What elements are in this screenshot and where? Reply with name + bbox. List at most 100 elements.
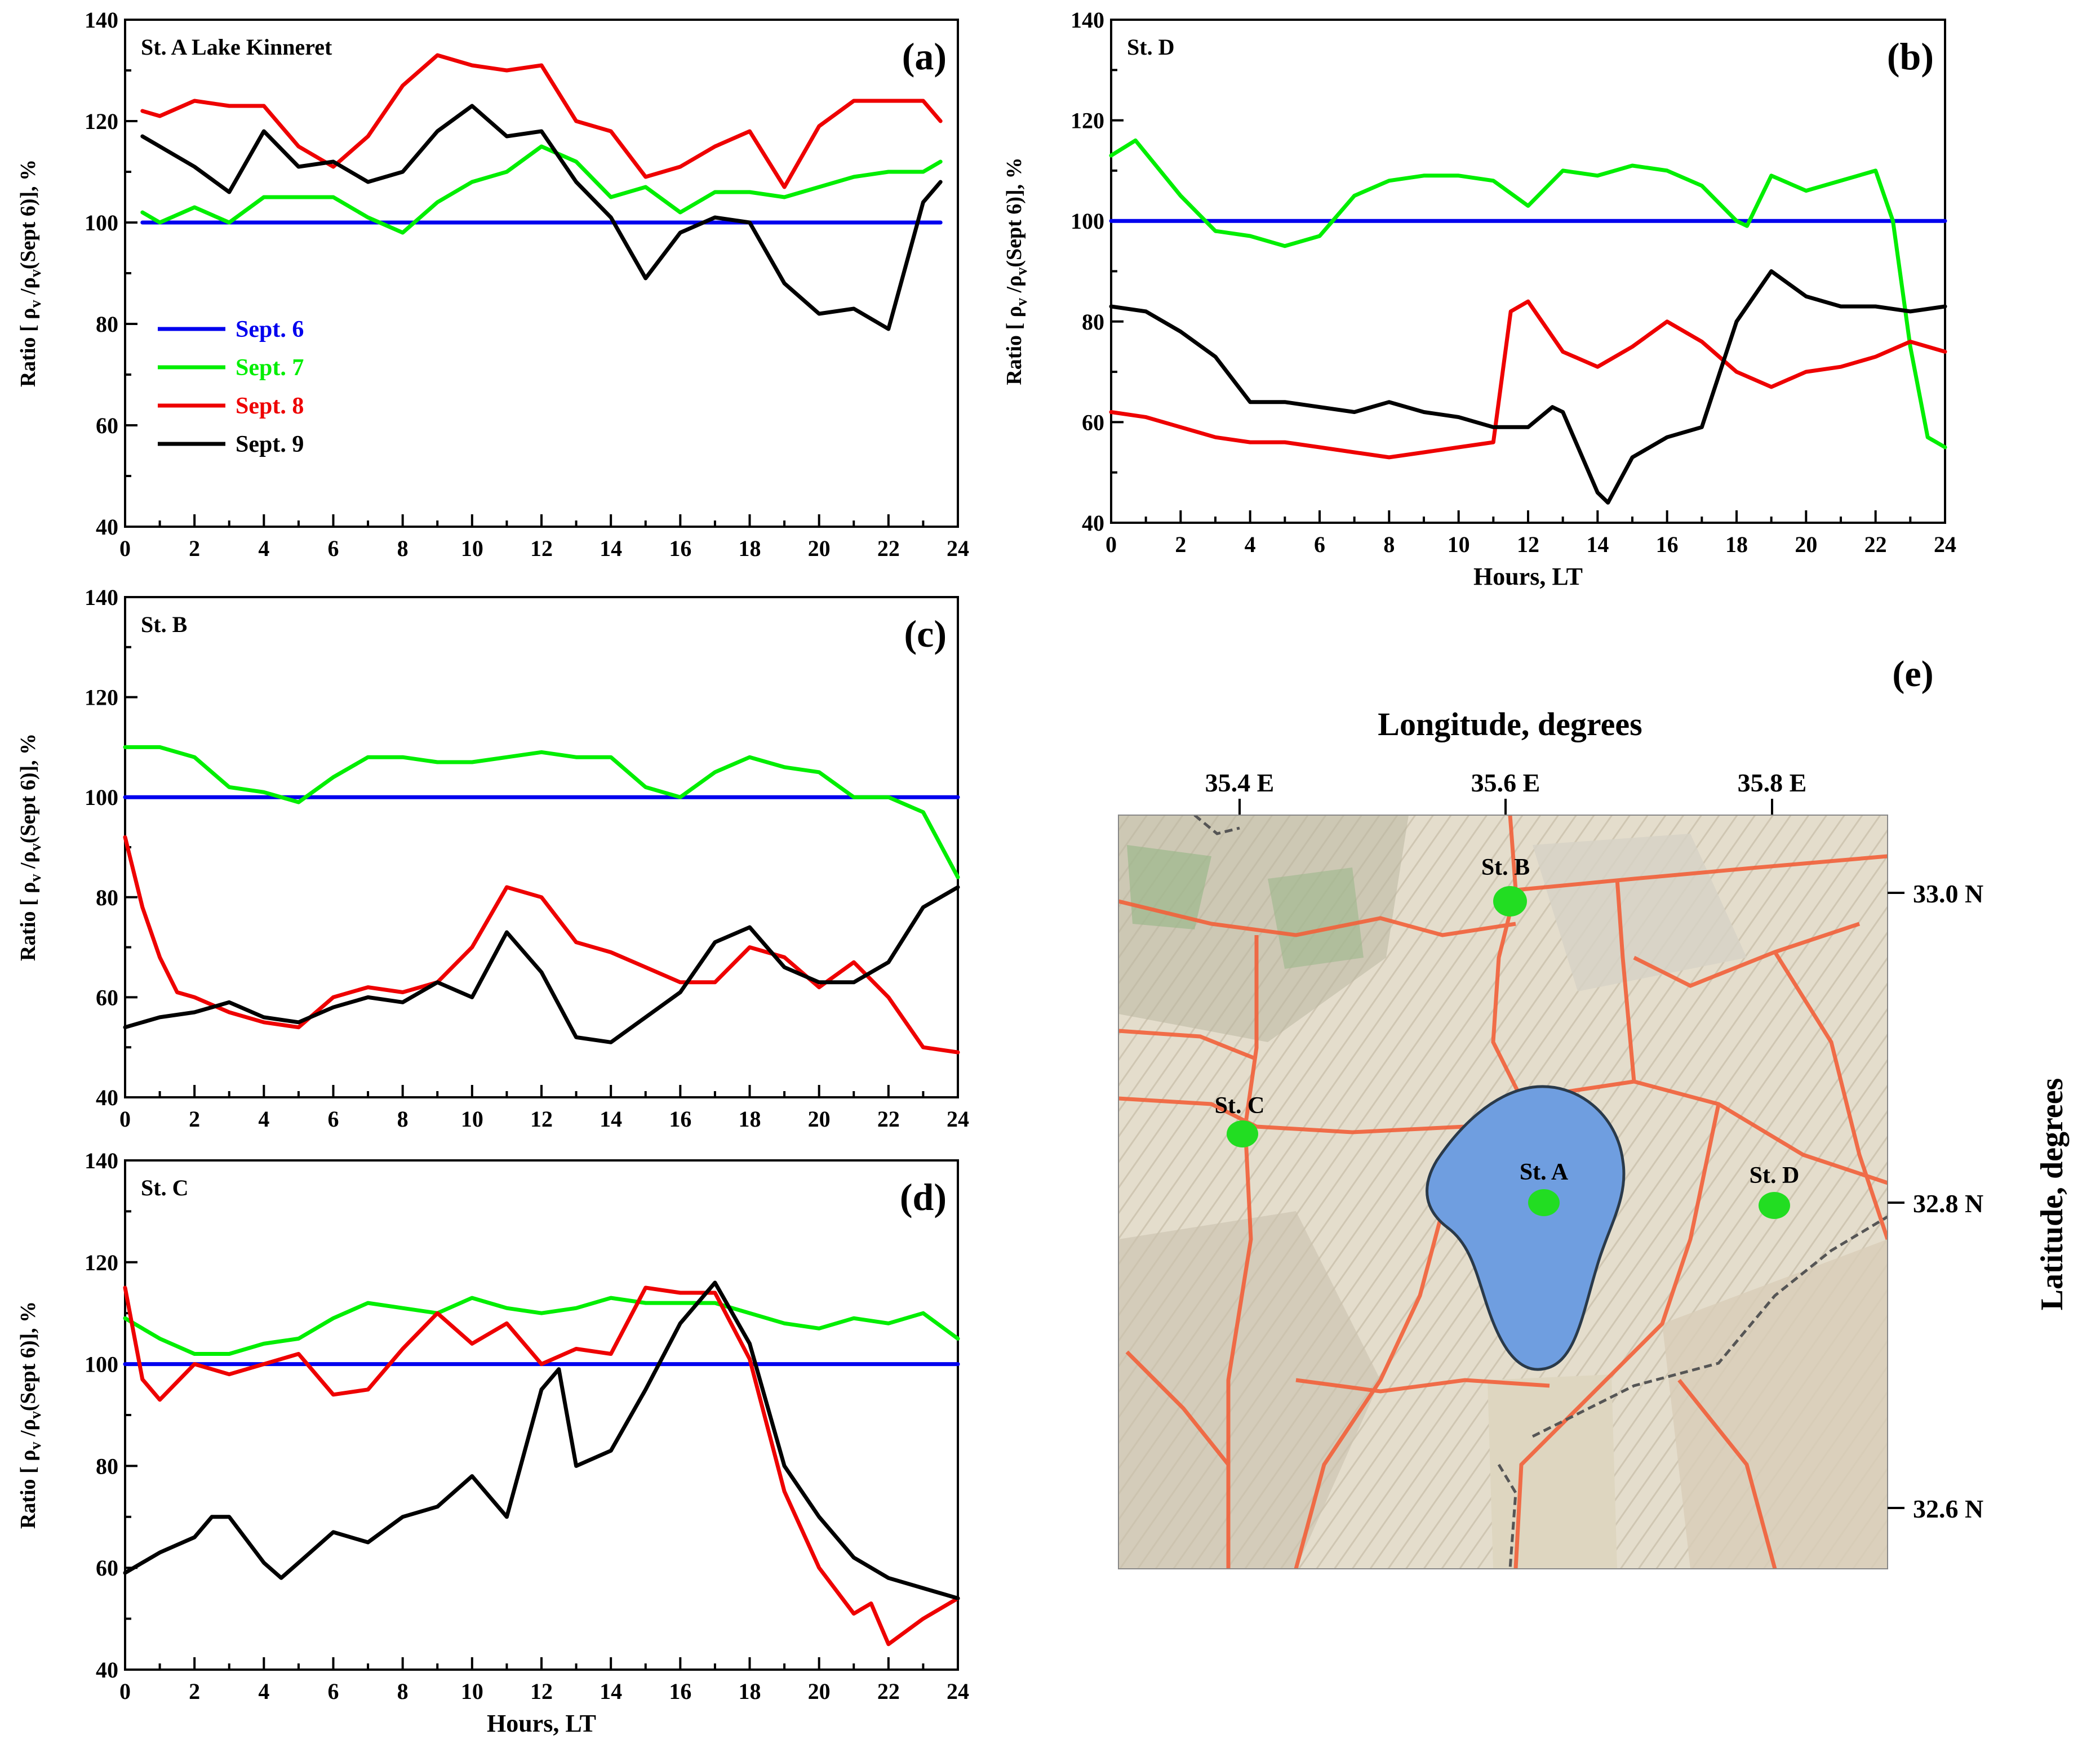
plot-frame xyxy=(124,596,959,1098)
y-axis-label-subscript: v xyxy=(1013,298,1031,306)
x-tick-label: 0 xyxy=(1106,532,1117,557)
x-tick-label: 16 xyxy=(669,536,691,561)
y-axis-label-part: Ratio [ ρ xyxy=(16,308,40,388)
y-tick-label: 100 xyxy=(85,1352,118,1377)
station-dot xyxy=(1759,1192,1790,1219)
y-tick-label: 140 xyxy=(1071,7,1104,33)
map-road xyxy=(1125,1350,1230,1466)
y-tick-label: 120 xyxy=(1071,108,1104,134)
panel-label: (b) xyxy=(1887,35,1934,78)
map-terrain-patch xyxy=(1268,867,1364,969)
y-tick-label: 120 xyxy=(85,1250,118,1275)
y-axis-label-part: /ρ xyxy=(16,1419,40,1441)
y-tick-label: 100 xyxy=(1071,208,1104,234)
map-lat-tick-label: 32.6 N xyxy=(1913,1494,1983,1523)
map-panel: (e) Longitude, degrees 35.4 E 35.6 E 35.… xyxy=(1118,653,2070,1569)
map-road xyxy=(1226,935,1259,1569)
station-title: St. C xyxy=(141,1175,188,1200)
x-tick-label: 24 xyxy=(947,1106,969,1132)
map-road xyxy=(1491,815,1524,1100)
y-tick-label: 80 xyxy=(1082,309,1104,335)
legend-entry: Sept. 8 xyxy=(236,393,304,419)
map-road xyxy=(1118,899,1516,937)
y-axis-label-part: /ρ xyxy=(1002,275,1026,298)
x-tick-label: 4 xyxy=(258,1679,269,1704)
map-border xyxy=(1193,815,1240,835)
map-frame xyxy=(1118,815,1888,1569)
x-tick-label: 2 xyxy=(189,1679,200,1704)
x-tick-label: 0 xyxy=(119,1106,131,1132)
x-tick-label: 22 xyxy=(877,1679,900,1704)
y-tick-label: 140 xyxy=(85,7,118,33)
legend-entry: Sept. 9 xyxy=(236,431,304,457)
x-tick-label: 20 xyxy=(808,1106,831,1132)
x-tick-label: 22 xyxy=(877,536,900,561)
y-axis-label-part: (Sept 6)], % xyxy=(16,733,40,843)
x-tick-label: 0 xyxy=(119,536,131,561)
series-line-sept-8 xyxy=(1109,299,1947,460)
y-axis-label-subscript: v xyxy=(27,1411,45,1419)
y-axis-label-subscript: v xyxy=(27,843,45,851)
y-tick-label: 40 xyxy=(96,514,118,540)
station-label: St. A xyxy=(1520,1159,1569,1185)
y-axis-label-subscript: v xyxy=(1013,268,1031,275)
x-tick-label: 6 xyxy=(1314,532,1325,557)
y-axis-label-part: Ratio [ ρ xyxy=(16,1450,40,1529)
y-axis-label-subscript: v xyxy=(27,874,45,882)
x-tick-label: 12 xyxy=(530,1679,553,1704)
map-y-axis-title: Latitude, degrees xyxy=(2035,1078,2070,1311)
x-tick-label: 14 xyxy=(600,1679,622,1704)
station-marker-b: St. B xyxy=(1481,855,1530,916)
y-axis-label-part: Ratio [ ρ xyxy=(16,882,40,962)
station-marker-c: St. C xyxy=(1215,1093,1265,1147)
y-tick-label: 60 xyxy=(96,413,118,438)
y-axis-label: Ratio [ ρv /ρv(Sept 6)], % xyxy=(16,159,45,387)
x-tick-label: 12 xyxy=(1517,532,1539,557)
y-tick-label: 40 xyxy=(96,1657,118,1683)
x-axis-label: Hours, LT xyxy=(487,1710,596,1737)
map-roads xyxy=(1118,815,1888,1569)
map-terrain-patch xyxy=(1118,1211,1380,1569)
station-title: St. B xyxy=(141,612,187,637)
station-dot xyxy=(1493,886,1527,916)
x-tick-label: 24 xyxy=(947,1679,969,1704)
lake-kinneret xyxy=(1426,1085,1626,1371)
y-tick-label: 120 xyxy=(85,685,118,710)
map-road xyxy=(1773,951,1888,1240)
map-panel-label: (e) xyxy=(1892,653,1933,695)
y-tick-label: 80 xyxy=(96,885,118,910)
station-title: St. A Lake Kinneret xyxy=(141,34,332,60)
y-axis-label-part: (Sept 6)], % xyxy=(16,1301,40,1411)
map-road xyxy=(1118,1096,1466,1134)
y-tick-label: 140 xyxy=(85,585,118,610)
y-axis-label-part: Ratio [ ρ xyxy=(1002,306,1026,385)
map-terrain-patch xyxy=(1662,1239,1888,1569)
map-road xyxy=(1118,1029,1258,1061)
y-axis-label: Ratio [ ρv /ρv(Sept 6)], % xyxy=(16,1301,45,1529)
station-label: St. B xyxy=(1481,855,1530,880)
x-tick-label: 2 xyxy=(189,536,200,561)
x-tick-label: 2 xyxy=(189,1106,200,1132)
y-axis-label-part: /ρ xyxy=(16,851,40,874)
station-title: St. D xyxy=(1127,34,1174,60)
x-tick-label: 10 xyxy=(461,536,483,561)
x-tick-label: 18 xyxy=(739,536,761,561)
x-tick-label: 8 xyxy=(397,1106,409,1132)
map-border xyxy=(1531,1215,1888,1438)
x-tick-label: 10 xyxy=(461,1106,483,1132)
series-line-sept-8 xyxy=(123,1285,960,1647)
x-tick-label: 14 xyxy=(1586,532,1609,557)
y-tick-label: 140 xyxy=(85,1148,118,1173)
y-axis-label-part: /ρ xyxy=(16,277,40,300)
station-label: St. C xyxy=(1215,1093,1265,1119)
map-lon-tick-label: 35.8 E xyxy=(1738,768,1807,797)
station-dot xyxy=(1528,1189,1560,1216)
series-line-sept-7 xyxy=(123,745,960,879)
map-image xyxy=(1118,815,1888,1569)
map-lon-tick-label: 35.6 E xyxy=(1471,768,1540,797)
map-x-axis-title: Longitude, degrees xyxy=(1378,706,1642,742)
series-line-sept-8 xyxy=(123,835,960,1055)
map-road xyxy=(1515,854,1888,892)
x-tick-label: 22 xyxy=(877,1106,900,1132)
